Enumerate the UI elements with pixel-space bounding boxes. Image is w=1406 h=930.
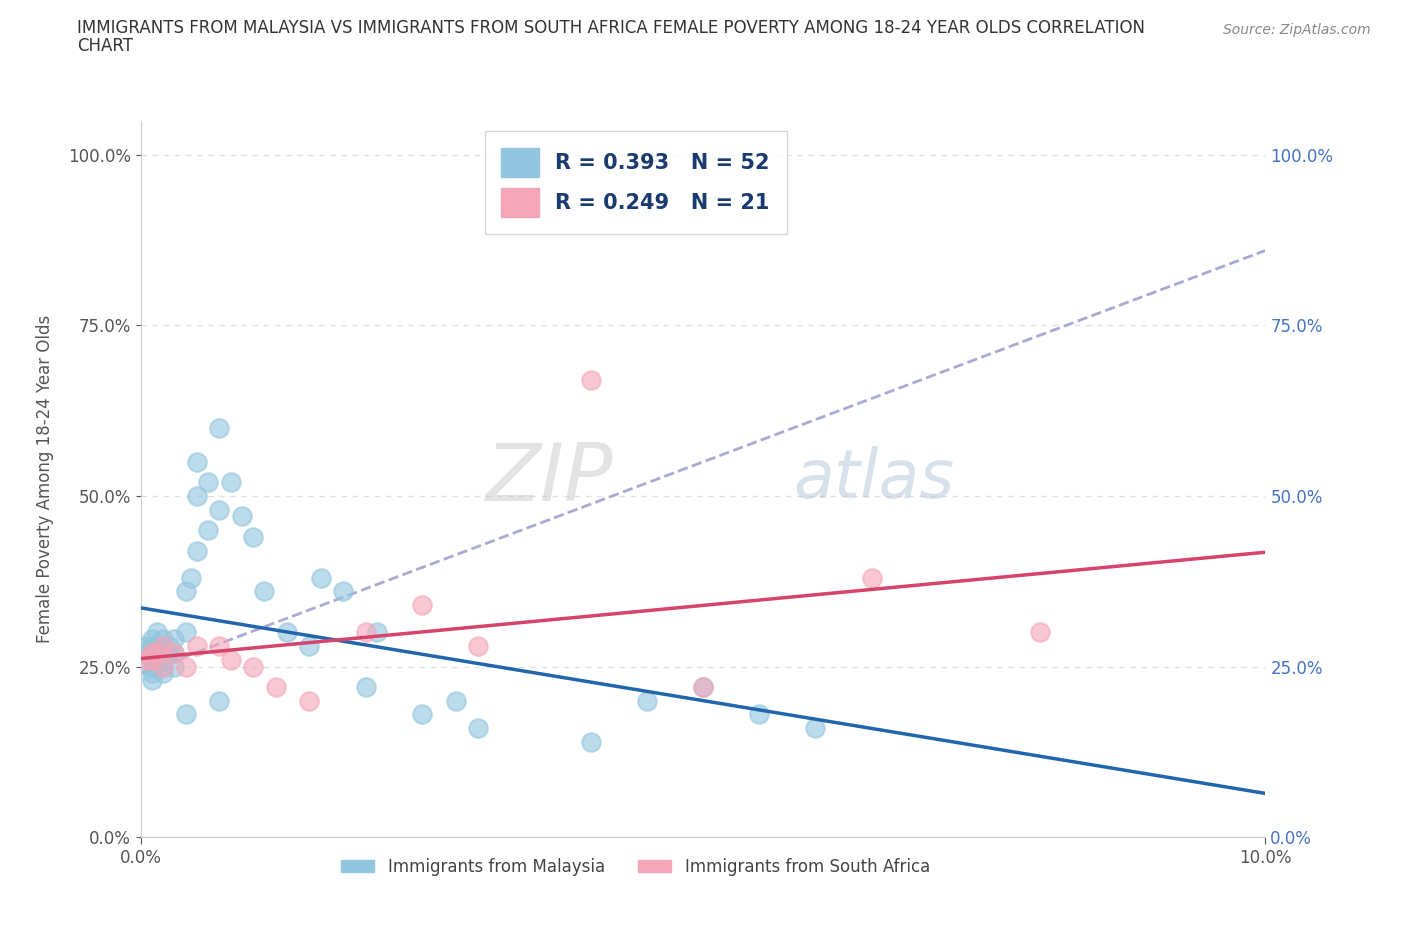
Point [152,631,174,646]
Point [146,645,169,660]
Point [163,645,186,660]
Text: IMMIGRANTS FROM MALAYSIA VS IMMIGRANTS FROM SOUTH AFRICA FEMALE POVERTY AMONG 18: IMMIGRANTS FROM MALAYSIA VS IMMIGRANTS F… [77,19,1146,36]
Point [219,475,242,490]
Point [208,639,231,654]
Point [141,639,163,654]
Point [579,734,602,749]
Point [146,639,169,654]
Point [174,659,197,674]
Point [141,659,163,674]
Legend: Immigrants from Malaysia, Immigrants from South Africa: Immigrants from Malaysia, Immigrants fro… [335,851,936,883]
Point [141,645,163,660]
Point [141,652,163,667]
Point [692,680,714,695]
Point [141,672,163,687]
Point [579,373,602,388]
Point [186,639,208,654]
Point [186,543,208,558]
Point [141,652,163,667]
Point [208,502,231,517]
Point [264,680,287,695]
Point [354,680,377,695]
Point [366,625,388,640]
Point [197,475,219,490]
Point [152,639,174,654]
Point [135,645,157,660]
Point [411,707,433,722]
Text: CHART: CHART [77,37,134,55]
Point [692,680,714,695]
Point [157,639,180,654]
Text: Source: ZipAtlas.com: Source: ZipAtlas.com [1223,23,1371,37]
Point [860,570,883,585]
Point [180,570,202,585]
Point [444,693,467,708]
Point [298,639,321,654]
Point [141,666,163,681]
Point [152,659,174,674]
Point [174,584,197,599]
Point [152,652,174,667]
Point [636,693,658,708]
Point [163,645,186,660]
Point [467,721,489,736]
Point [231,509,253,524]
Point [467,639,489,654]
Point [354,625,377,640]
Point [174,625,197,640]
Point [135,639,157,654]
Text: ZIP: ZIP [485,440,613,518]
Point [135,652,157,667]
Point [186,455,208,470]
Point [411,598,433,613]
Point [141,631,163,646]
Point [804,721,827,736]
Point [298,693,321,708]
Point [276,625,298,640]
Point [332,584,354,599]
Point [163,631,186,646]
Point [309,570,332,585]
Point [748,707,770,722]
Point [208,693,231,708]
Point [253,584,276,599]
Point [152,666,174,681]
Point [141,645,163,660]
Y-axis label: Female Poverty Among 18-24 Year Olds: Female Poverty Among 18-24 Year Olds [37,315,53,643]
Point [208,420,231,435]
Point [174,707,197,722]
Point [146,645,169,660]
Point [242,529,264,544]
Point [152,659,174,674]
Text: atlas: atlas [793,446,955,512]
Point [157,645,180,660]
Point [146,625,169,640]
Point [219,652,242,667]
Point [197,523,219,538]
Point [163,659,186,674]
Point [242,659,264,674]
Point [186,488,208,503]
Point [1029,625,1052,640]
Point [152,639,174,654]
